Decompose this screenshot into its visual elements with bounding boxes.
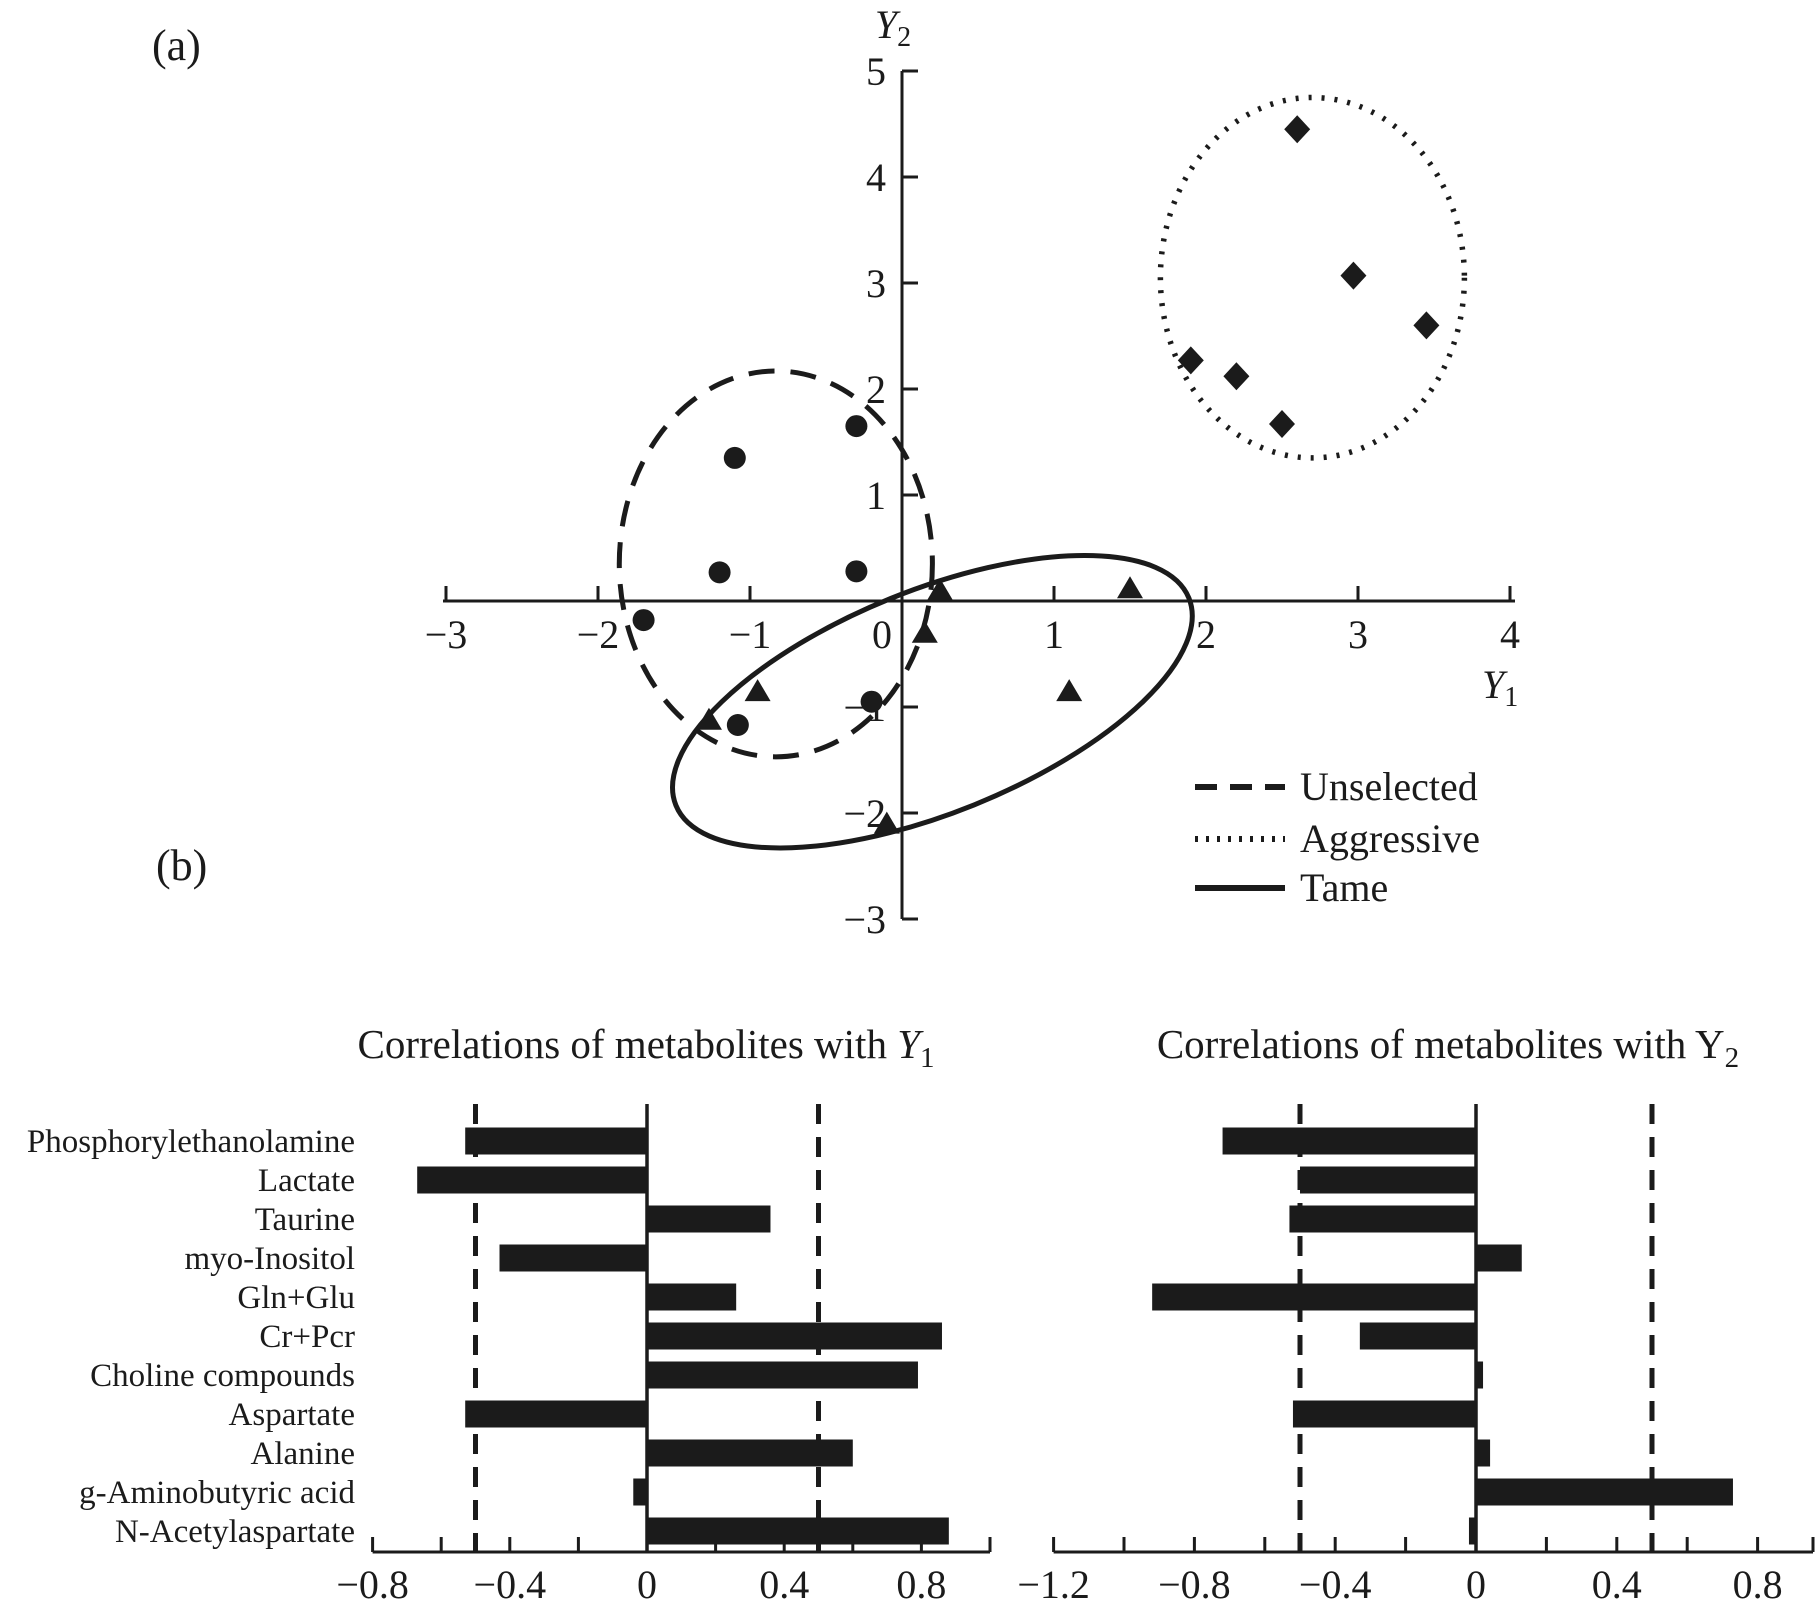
aggressive-point bbox=[1177, 346, 1204, 375]
bar bbox=[633, 1478, 647, 1506]
unselected-point bbox=[726, 714, 749, 737]
bar-x-tick-label: −0.8 bbox=[336, 1562, 409, 1607]
metabolite-label: Phosphorylethanolamine bbox=[27, 1124, 355, 1160]
bar-x-tick-label: −0.8 bbox=[1158, 1562, 1231, 1607]
unselected-group-ellipse bbox=[616, 368, 935, 760]
scatter-y-axis-title: Y2 bbox=[875, 2, 911, 53]
metabolite-label: Aspartate bbox=[229, 1397, 355, 1433]
y-tick-label: 4 bbox=[866, 155, 886, 200]
tame-group-ellipse bbox=[670, 552, 1195, 851]
bar bbox=[1289, 1205, 1476, 1233]
panel-a-label: (a) bbox=[152, 21, 201, 70]
metabolite-label: Lactate bbox=[258, 1163, 355, 1199]
correlations-y2-chart: Correlations of metabolites with Y2 −1.2 −… bbox=[1017, 1021, 1815, 1607]
bar bbox=[647, 1283, 737, 1311]
bar bbox=[647, 1517, 949, 1545]
metabolite-label: Cr+Pcr bbox=[259, 1319, 355, 1355]
tame-point bbox=[911, 620, 938, 643]
bar bbox=[1292, 1400, 1476, 1428]
tame-point bbox=[1117, 576, 1143, 599]
bar-x-tick-label: 0.4 bbox=[1592, 1562, 1642, 1607]
aggressive-group-ellipse bbox=[1157, 94, 1468, 461]
unselected-point bbox=[860, 690, 883, 713]
unselected-point bbox=[723, 446, 746, 469]
bar bbox=[647, 1205, 771, 1233]
metabolite-label: Gln+Glu bbox=[237, 1280, 355, 1316]
unselected-point bbox=[845, 415, 868, 438]
tame-point bbox=[927, 578, 953, 601]
bar-x-tick-label: 0.4 bbox=[759, 1562, 809, 1607]
panel-b-label: (b) bbox=[156, 841, 208, 890]
metabolite-label: myo-Inositol bbox=[185, 1241, 356, 1277]
x-tick-label: 1 bbox=[1044, 612, 1064, 657]
y-tick-label: 1 bbox=[866, 473, 886, 518]
aggressive-point bbox=[1413, 311, 1440, 340]
bar bbox=[647, 1439, 853, 1467]
y-tick-label: −3 bbox=[843, 897, 886, 942]
x-tick-label: 4 bbox=[1500, 612, 1520, 657]
legend-label: Aggressive bbox=[1300, 816, 1480, 861]
bar bbox=[465, 1127, 647, 1155]
chart-title: Correlations of metabolites with Y2 bbox=[1157, 1021, 1739, 1074]
metabolite-label: g-Aminobutyric acid bbox=[79, 1475, 355, 1511]
bar bbox=[1152, 1283, 1476, 1311]
bar bbox=[1359, 1322, 1476, 1350]
legend-label: Unselected bbox=[1300, 764, 1478, 809]
y-tick-label: 5 bbox=[866, 49, 886, 94]
aggressive-point bbox=[1284, 115, 1311, 144]
aggressive-point bbox=[1223, 362, 1250, 391]
bar bbox=[465, 1400, 647, 1428]
bar bbox=[1476, 1361, 1484, 1389]
bar-x-tick-label: 0.8 bbox=[896, 1562, 946, 1607]
y-tick-label: 3 bbox=[866, 261, 886, 306]
tame-point bbox=[695, 707, 722, 730]
bar bbox=[417, 1166, 647, 1194]
bar bbox=[1476, 1478, 1733, 1506]
bar-x-tick-label: 0 bbox=[1466, 1562, 1486, 1607]
tame-point bbox=[873, 811, 900, 834]
x-tick-label: 3 bbox=[1348, 612, 1368, 657]
bar bbox=[1222, 1127, 1476, 1155]
x-tick-label: 0 bbox=[872, 612, 892, 657]
correlations-y1-chart: Correlations of metabolites with Y1 −0.8 −… bbox=[27, 1021, 992, 1607]
scatter-x-axis-title: Y1 bbox=[1482, 662, 1518, 713]
bar bbox=[1476, 1439, 1491, 1467]
bar-x-tick-label: 0.8 bbox=[1733, 1562, 1783, 1607]
tame-point bbox=[744, 679, 771, 702]
x-tick-label: −3 bbox=[425, 612, 468, 657]
aggressive-point bbox=[1340, 261, 1367, 290]
metabolite-label: Taurine bbox=[255, 1202, 355, 1238]
unselected-point bbox=[845, 560, 868, 583]
bar bbox=[499, 1244, 647, 1272]
bar-x-tick-label: −1.2 bbox=[1017, 1562, 1090, 1607]
aggressive-point bbox=[1269, 409, 1295, 438]
legend-label: Tame bbox=[1300, 865, 1388, 910]
y-tick-label: 2 bbox=[866, 367, 886, 412]
bar-x-tick-label: −0.4 bbox=[474, 1562, 547, 1607]
bar bbox=[647, 1322, 942, 1350]
bar bbox=[1468, 1517, 1476, 1545]
metabolite-label: N-Acetylaspartate bbox=[115, 1514, 355, 1550]
x-tick-label: −1 bbox=[729, 612, 772, 657]
x-tick-label: −2 bbox=[577, 612, 620, 657]
unselected-point bbox=[632, 609, 655, 632]
metabolite-label: Alanine bbox=[251, 1436, 355, 1472]
unselected-point bbox=[708, 561, 731, 584]
bar bbox=[1476, 1244, 1522, 1272]
bar bbox=[647, 1361, 918, 1389]
x-tick-label: 2 bbox=[1196, 612, 1216, 657]
bar-x-tick-label: 0 bbox=[637, 1562, 657, 1607]
bar-x-tick-label: −0.4 bbox=[1299, 1562, 1372, 1607]
tame-point bbox=[1056, 679, 1083, 702]
chart-title: Correlations of metabolites with Y1 bbox=[357, 1021, 934, 1074]
metabolite-label: Choline compounds bbox=[90, 1358, 355, 1394]
bar bbox=[1300, 1166, 1476, 1194]
